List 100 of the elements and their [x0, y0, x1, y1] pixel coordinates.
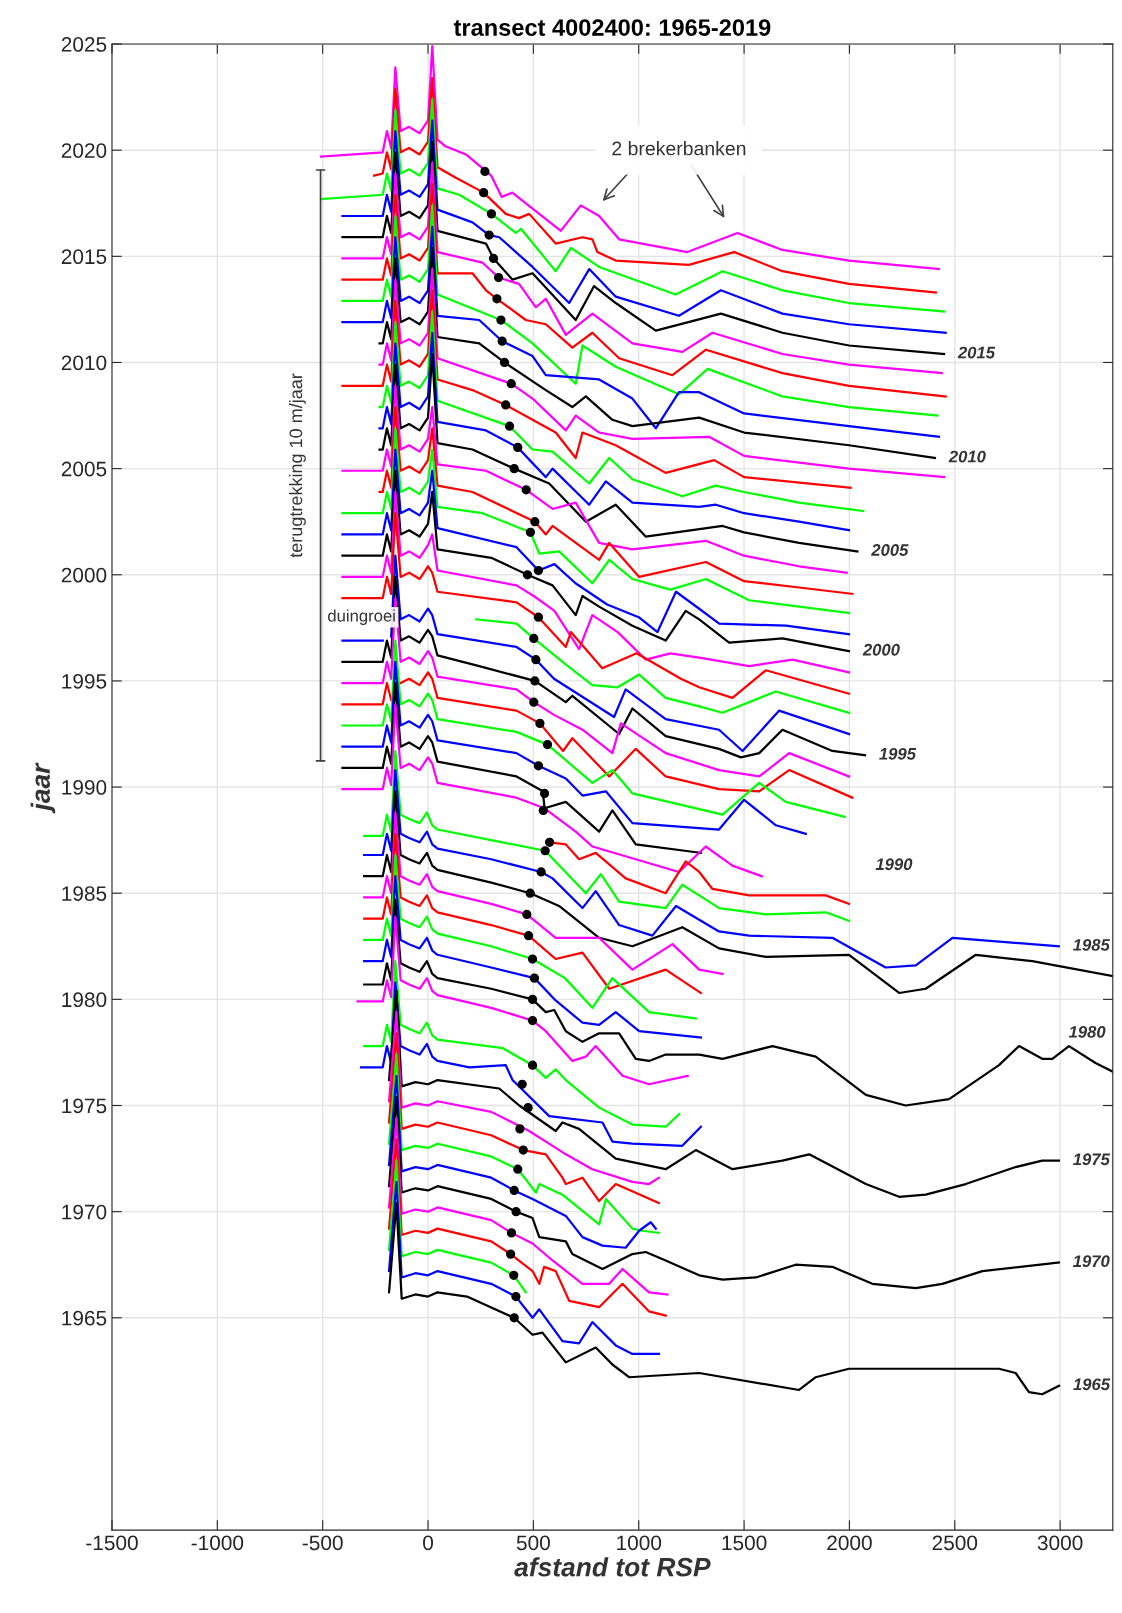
line-series	[341, 384, 848, 574]
line-series	[356, 915, 689, 1086]
annotation: 1995	[879, 747, 917, 760]
annotation: 1970	[1073, 1255, 1110, 1268]
line-series	[378, 246, 937, 460]
point	[509, 1313, 519, 1323]
y-tick-label: 1970	[62, 1204, 107, 1220]
point	[530, 517, 540, 527]
point	[535, 718, 545, 728]
point	[505, 1249, 516, 1259]
point	[536, 867, 546, 877]
point	[513, 442, 523, 453]
line-series	[363, 960, 681, 1128]
y-tick-label: 1995	[62, 673, 107, 689]
line-series	[363, 853, 697, 1020]
line-series	[474, 618, 851, 714]
line-series	[387, 1095, 1060, 1290]
point	[523, 931, 534, 941]
line-series	[341, 703, 763, 878]
point	[518, 1145, 528, 1155]
point	[533, 761, 544, 771]
line-series	[387, 1159, 527, 1294]
point	[540, 846, 550, 856]
point	[509, 1185, 519, 1196]
point	[496, 315, 506, 325]
point	[480, 166, 490, 177]
point	[504, 421, 515, 431]
point	[527, 954, 538, 964]
x-tick-label: 1000	[617, 1535, 662, 1551]
point	[499, 357, 510, 368]
point	[529, 697, 539, 707]
line-series	[363, 749, 851, 922]
point	[525, 888, 535, 898]
line-series	[341, 204, 939, 417]
line-series	[387, 1117, 669, 1296]
line-series	[378, 267, 946, 479]
line-series	[319, 45, 941, 271]
point	[488, 253, 499, 264]
line-series	[363, 875, 702, 1039]
line-series	[387, 1010, 661, 1186]
x-tick-label: 2500	[932, 1535, 978, 1551]
line-series	[341, 681, 702, 854]
line-series	[387, 1138, 667, 1317]
annotation: 1990	[875, 858, 913, 871]
line-series	[341, 119, 947, 334]
point	[509, 463, 519, 474]
point	[527, 1015, 538, 1026]
point	[531, 655, 541, 665]
line-series	[387, 1053, 661, 1234]
y-axis-title: jaar	[30, 762, 56, 814]
x-tick-label: 500	[516, 1535, 550, 1551]
line-series	[363, 811, 724, 975]
y-tick-label: 2000	[61, 567, 107, 583]
annotation: 1975	[1073, 1153, 1111, 1166]
annotation: 2005	[871, 544, 909, 556]
point	[484, 230, 494, 240]
point	[492, 294, 502, 304]
point	[522, 909, 532, 920]
annotation: 2 brekerbanken	[612, 141, 746, 156]
y-tick-label: 2020	[61, 143, 107, 158]
point	[544, 837, 555, 847]
x-tick-label: 3000	[1037, 1535, 1083, 1551]
point	[479, 188, 489, 198]
point	[522, 570, 533, 580]
point	[527, 994, 538, 1004]
line-series	[341, 140, 946, 356]
x-tick-label: -1500	[86, 1535, 138, 1551]
line-series	[363, 898, 1113, 1107]
x-tick-label: -1000	[191, 1535, 244, 1551]
x-axis-title: afstand tot RSP	[514, 1557, 711, 1577]
point	[506, 1228, 517, 1238]
line-series	[341, 289, 852, 489]
line-series	[363, 768, 1060, 969]
point	[521, 485, 531, 495]
line-series	[387, 1202, 1061, 1396]
point	[501, 400, 511, 410]
point	[542, 739, 553, 750]
line-series	[319, 98, 946, 313]
point	[511, 1207, 521, 1217]
point	[529, 633, 539, 644]
point	[539, 788, 550, 799]
point	[533, 565, 544, 576]
y-tick-label: 2010	[61, 355, 107, 371]
point	[511, 1291, 521, 1302]
y-tick-label: 1980	[62, 992, 107, 1008]
line-series	[387, 1074, 657, 1249]
point	[527, 1060, 538, 1070]
annotation: 2000	[862, 643, 900, 656]
line-series	[341, 660, 807, 835]
chart-title: transect 4002400: 1965-2019	[453, 19, 771, 36]
point	[506, 379, 516, 389]
x-tick-label: 1500	[722, 1535, 767, 1551]
line-series	[378, 352, 859, 553]
y-tick-label: 1990	[62, 780, 107, 795]
point	[515, 1124, 525, 1134]
line-series	[387, 1180, 661, 1355]
point	[538, 805, 548, 816]
line-series	[363, 832, 702, 995]
annotation: 1980	[1068, 1025, 1106, 1038]
point	[513, 1164, 523, 1174]
